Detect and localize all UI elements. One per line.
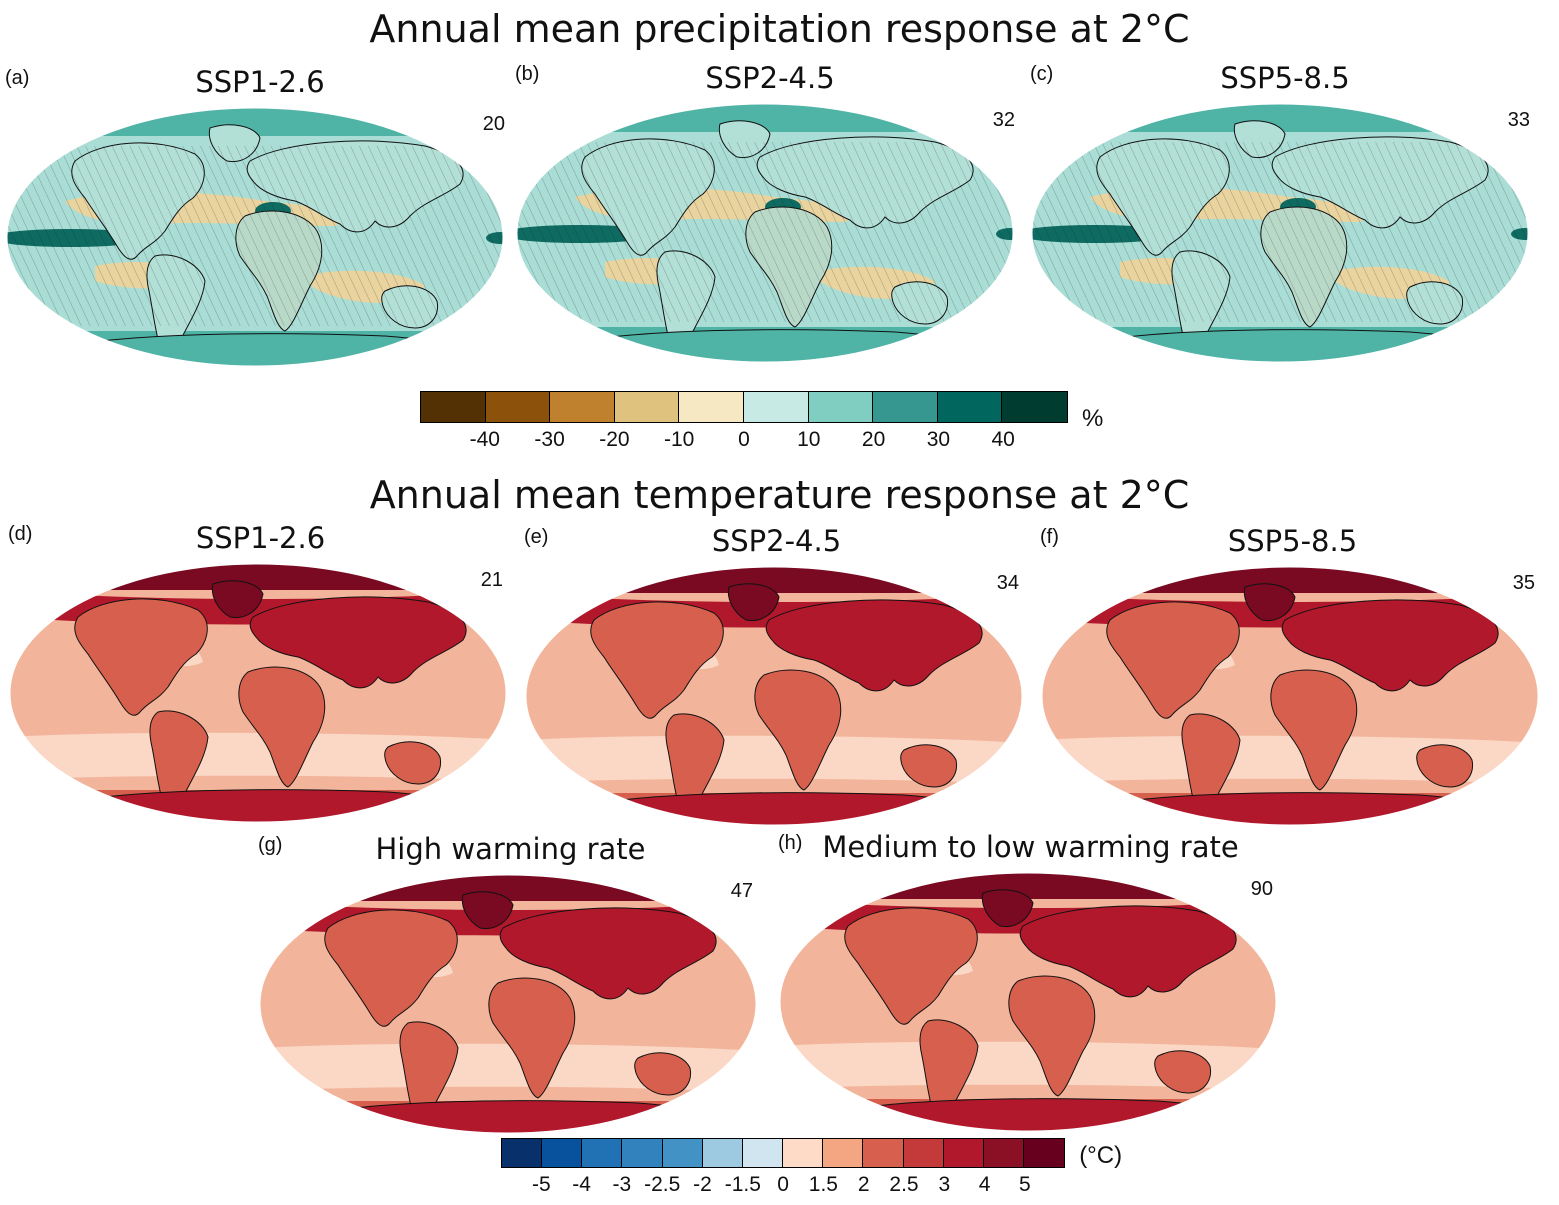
colorbar-cell bbox=[679, 392, 744, 422]
colorbar-cell bbox=[550, 392, 615, 422]
panel-letter: (a) bbox=[5, 67, 30, 89]
panel-letter: (d) bbox=[8, 523, 33, 545]
colorbar-cell bbox=[943, 1139, 984, 1167]
panel-d-temperature-ssp1-2-6: (d) SSP1-2.6 21 bbox=[8, 524, 513, 824]
temperature-colorbar: -5 -4 -3 -2.5 -2 -1.5 0 1.5 2 2.5 3 4 5 (°C) bbox=[501, 1138, 1122, 1195]
panel-title: SSP2-4.5 bbox=[705, 61, 835, 95]
colorbar-tick-label: -1.5 bbox=[724, 1173, 761, 1196]
panel-g-temperature-high-warming-rate: (g) High warming rate 47 bbox=[258, 835, 763, 1135]
colorbar-cell bbox=[873, 392, 938, 422]
model-count: 33 bbox=[1507, 109, 1530, 131]
precipitation-colorbar: -40 -30 -20 -10 0 10 20 30 40% bbox=[420, 391, 1103, 450]
colorbar-cell bbox=[614, 392, 680, 422]
temperature-map bbox=[259, 874, 757, 1134]
model-count: 21 bbox=[480, 569, 503, 591]
colorbar-unit: % bbox=[1082, 405, 1104, 432]
panel-title: SSP1-2.6 bbox=[195, 521, 326, 555]
panel-letter: (c) bbox=[1030, 63, 1054, 85]
precipitation-map bbox=[6, 107, 504, 367]
panel-title: SSP1-2.6 bbox=[195, 65, 325, 99]
colorbar-cell bbox=[622, 1139, 663, 1167]
temperature-map bbox=[9, 563, 507, 823]
colorbar-cell bbox=[502, 1139, 543, 1167]
temperature-map bbox=[525, 566, 1023, 826]
panel-letter: (b) bbox=[515, 63, 540, 85]
panel-letter: (h) bbox=[778, 832, 803, 854]
colorbar-tick-label: 20 bbox=[861, 428, 886, 451]
colorbar-tick-label: -10 bbox=[664, 428, 695, 451]
temperature-map bbox=[1041, 566, 1539, 826]
colorbar-tick-label: 2 bbox=[857, 1173, 870, 1196]
colorbar-tick-label: 4 bbox=[978, 1173, 991, 1196]
precipitation-map bbox=[516, 103, 1014, 363]
colorbar-tick-label: -3 bbox=[612, 1173, 632, 1196]
colorbar-cell bbox=[421, 392, 486, 422]
colorbar-cell bbox=[485, 392, 551, 422]
model-count: 32 bbox=[992, 109, 1015, 131]
model-count: 34 bbox=[996, 572, 1019, 594]
colorbar-tick-label: 10 bbox=[797, 428, 821, 451]
colorbar-tick-label: 0 bbox=[777, 1173, 789, 1196]
colorbar-tick-label: -2.5 bbox=[644, 1173, 681, 1196]
colorbar-cell bbox=[582, 1139, 623, 1167]
model-count: 90 bbox=[1250, 878, 1273, 900]
panel-title: SSP2-4.5 bbox=[711, 524, 842, 558]
colorbar-tick-label: -2 bbox=[693, 1173, 712, 1196]
colorbar-tick-label: -20 bbox=[599, 428, 630, 451]
colorbar-cell bbox=[1024, 1139, 1065, 1167]
colorbar-cell bbox=[542, 1139, 583, 1167]
panel-f-temperature-ssp5-8-5: (f) SSP5-8.5 35 bbox=[1040, 527, 1545, 827]
panel-title: SSP5-8.5 bbox=[1220, 61, 1350, 95]
panel-e-temperature-ssp2-4-5: (e) SSP2-4.5 34 bbox=[524, 527, 1029, 827]
colorbar-cell bbox=[783, 1139, 824, 1167]
temperature-section-title: Annual mean temperature response at 2°C bbox=[369, 473, 1190, 517]
colorbar-tick-label: -40 bbox=[469, 428, 500, 451]
colorbar-cell bbox=[702, 1139, 743, 1167]
panel-letter: (e) bbox=[524, 526, 549, 548]
panel-h-temperature-medium-low-warming-rate: (h) Medium to low warming rate 90 bbox=[778, 833, 1283, 1133]
colorbar-tick-label: 3 bbox=[938, 1173, 951, 1196]
colorbar-tick-label: 1.5 bbox=[808, 1173, 838, 1196]
temperature-map bbox=[779, 872, 1277, 1132]
panel-letter: (f) bbox=[1040, 526, 1059, 548]
panel-title: Medium to low warming rate bbox=[822, 830, 1239, 864]
colorbar-cell bbox=[1002, 392, 1067, 422]
precipitation-map bbox=[1031, 103, 1529, 363]
colorbar-cell bbox=[983, 1139, 1025, 1167]
colorbar-tick-label: 0 bbox=[738, 428, 750, 451]
colorbar-cell bbox=[743, 392, 809, 422]
precipitation-section-title: Annual mean precipitation response at 2°… bbox=[369, 7, 1190, 51]
model-count: 35 bbox=[1512, 572, 1535, 594]
colorbar-unit: (°C) bbox=[1079, 1142, 1123, 1169]
colorbar-tick-label: -5 bbox=[531, 1173, 551, 1196]
colorbar-cell bbox=[662, 1139, 703, 1167]
colorbar-cell bbox=[742, 1139, 784, 1167]
colorbar-tick-label: -30 bbox=[534, 428, 565, 451]
panel-b-precipitation-ssp2-4-5: (b) SSP2-4.5 32 bbox=[515, 64, 1025, 364]
model-count: 20 bbox=[482, 113, 505, 135]
colorbar-tick-label: 2.5 bbox=[889, 1173, 919, 1196]
colorbar-cell bbox=[937, 392, 1003, 422]
model-count: 47 bbox=[730, 880, 753, 902]
panel-a-precipitation-ssp1-2-6: (a) SSP1-2.6 20 bbox=[5, 68, 515, 368]
panel-title: High warming rate bbox=[375, 832, 646, 866]
colorbar-tick-label: 5 bbox=[1019, 1173, 1031, 1196]
colorbar-tick-label: 30 bbox=[926, 428, 951, 451]
colorbar-cells bbox=[501, 1138, 1066, 1168]
panel-c-precipitation-ssp5-8-5: (c) SSP5-8.5 33 bbox=[1030, 64, 1540, 364]
colorbar-cell bbox=[863, 1139, 904, 1167]
colorbar-cell bbox=[903, 1139, 944, 1167]
colorbar-tick-label: 40 bbox=[991, 428, 1015, 451]
colorbar-cells bbox=[420, 391, 1068, 423]
colorbar-cell bbox=[823, 1139, 864, 1167]
panel-title: SSP5-8.5 bbox=[1227, 524, 1358, 558]
panel-letter: (g) bbox=[258, 834, 283, 856]
colorbar-cell bbox=[808, 392, 874, 422]
colorbar-tick-label: -4 bbox=[572, 1173, 591, 1196]
